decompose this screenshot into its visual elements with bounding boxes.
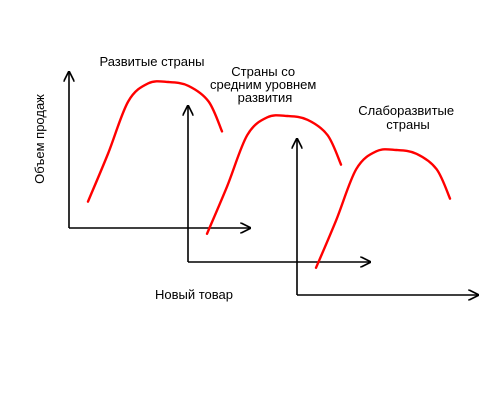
series-label-developing-line-2: средним уровнем	[210, 77, 316, 92]
y-axis-label: Объем продаж	[32, 94, 47, 184]
series-curve-developing	[205, 114, 343, 235]
series-label-developing-line-3: развития	[238, 90, 293, 105]
series-curve-developed	[86, 80, 224, 203]
series-curve-underdeveloped	[314, 148, 452, 269]
x-axis-label: Новый товар	[155, 287, 233, 302]
series-label-underdeveloped-line-2: страны	[386, 117, 429, 132]
series-label-developed: Развитые страны	[99, 54, 204, 69]
series-label-underdeveloped: Слаборазвитые страны	[358, 103, 457, 132]
series-label-developing-line-1: Страны со	[231, 64, 295, 79]
series-label-developed-line-1: Развитые страны	[99, 54, 204, 69]
series-label-underdeveloped-line-1: Слаборазвитые	[358, 103, 454, 118]
series-label-developing: Страны со средним уровнем развития	[210, 64, 320, 105]
